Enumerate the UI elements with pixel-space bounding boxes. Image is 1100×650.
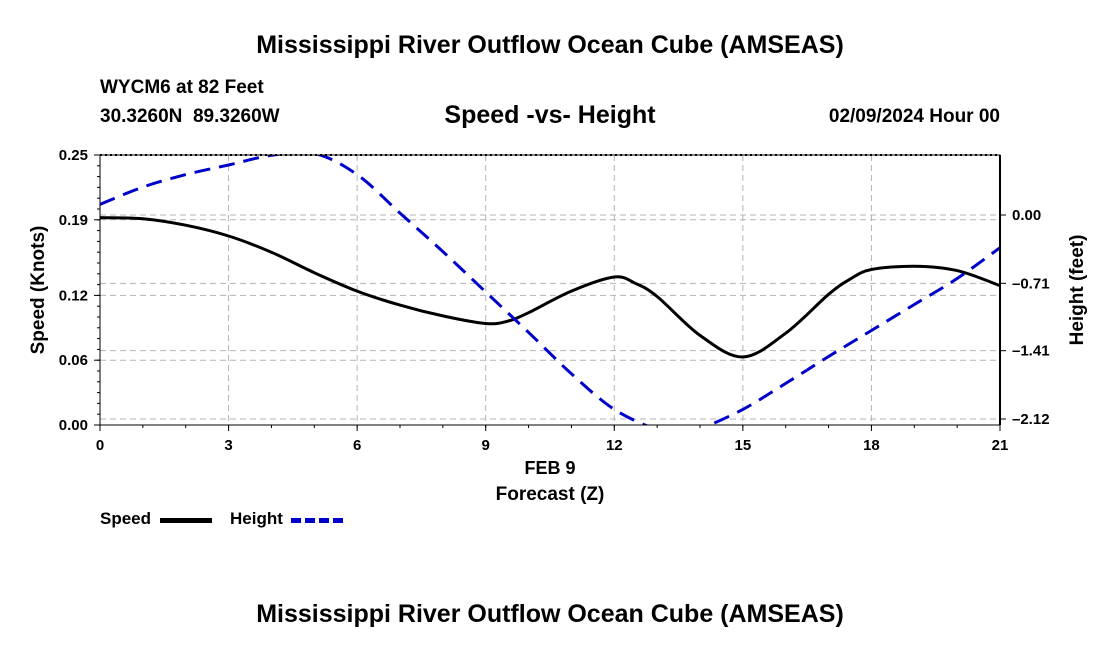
x-tick-label: 21 [992,437,1009,454]
y-left-tick-label: 0.12 [59,287,88,304]
x-tick-label: 3 [224,437,232,454]
x-axis-title: Forecast (Z) [496,484,605,505]
plot-frame [99,154,1001,426]
chart-title: Mississippi River Outflow Ocean Cube (AM… [256,31,844,59]
y-left-tick-label: 0.25 [59,147,88,164]
coordinates-label: 30.3260N 89.3260W [100,106,280,127]
footer-title: Mississippi River Outflow Ocean Cube (AM… [256,600,844,628]
x-tick-label: 9 [482,437,490,454]
x-tick-label: 12 [606,437,623,454]
axes: 0 3 6 9 12 15 18 21 0.00 0.06 0.12 0.19 0.25 0.00 –0.7… [59,147,1050,454]
y-right-tick-label: –2.12 [1012,411,1050,428]
height-series-line [100,155,1000,425]
x-tick-label: 15 [735,437,752,454]
y-axis-right-title: Height (feet) [1067,235,1088,346]
legend-height-label: Height [230,509,283,528]
grid-lines [100,155,1000,425]
legend-height-swatch [291,518,343,523]
x-tick-label: 0 [96,437,104,454]
forecast-date: 02/09/2024 Hour 00 [828,106,1000,127]
x-tick-label: 6 [353,437,361,454]
x-axis-date-label: FEB 9 [524,458,575,478]
y-left-tick-label: 0.06 [59,352,88,369]
y-right-tick-label: –1.41 [1012,343,1050,360]
y-right-tick-label: 0.00 [1012,207,1041,224]
chart-subtitle: Speed -vs- Height [444,101,656,129]
legend-speed-swatch [160,518,212,523]
y-left-tick-label: 0.00 [59,417,88,434]
legend-speed-label: Speed [100,509,152,528]
y-axis-left-title: Speed (Knots) [28,226,49,355]
x-tick-label: 18 [863,437,880,454]
axis-labels: FEB 9 Forecast (Z) Speed (Knots) Height … [28,226,1088,505]
data-series [100,155,1000,425]
y-left-tick-label: 0.19 [59,212,88,229]
speed-series-line [100,216,1000,359]
y-right-tick-label: –0.71 [1012,275,1050,292]
station-label: WYCM6 at 82 Feet [100,77,264,98]
